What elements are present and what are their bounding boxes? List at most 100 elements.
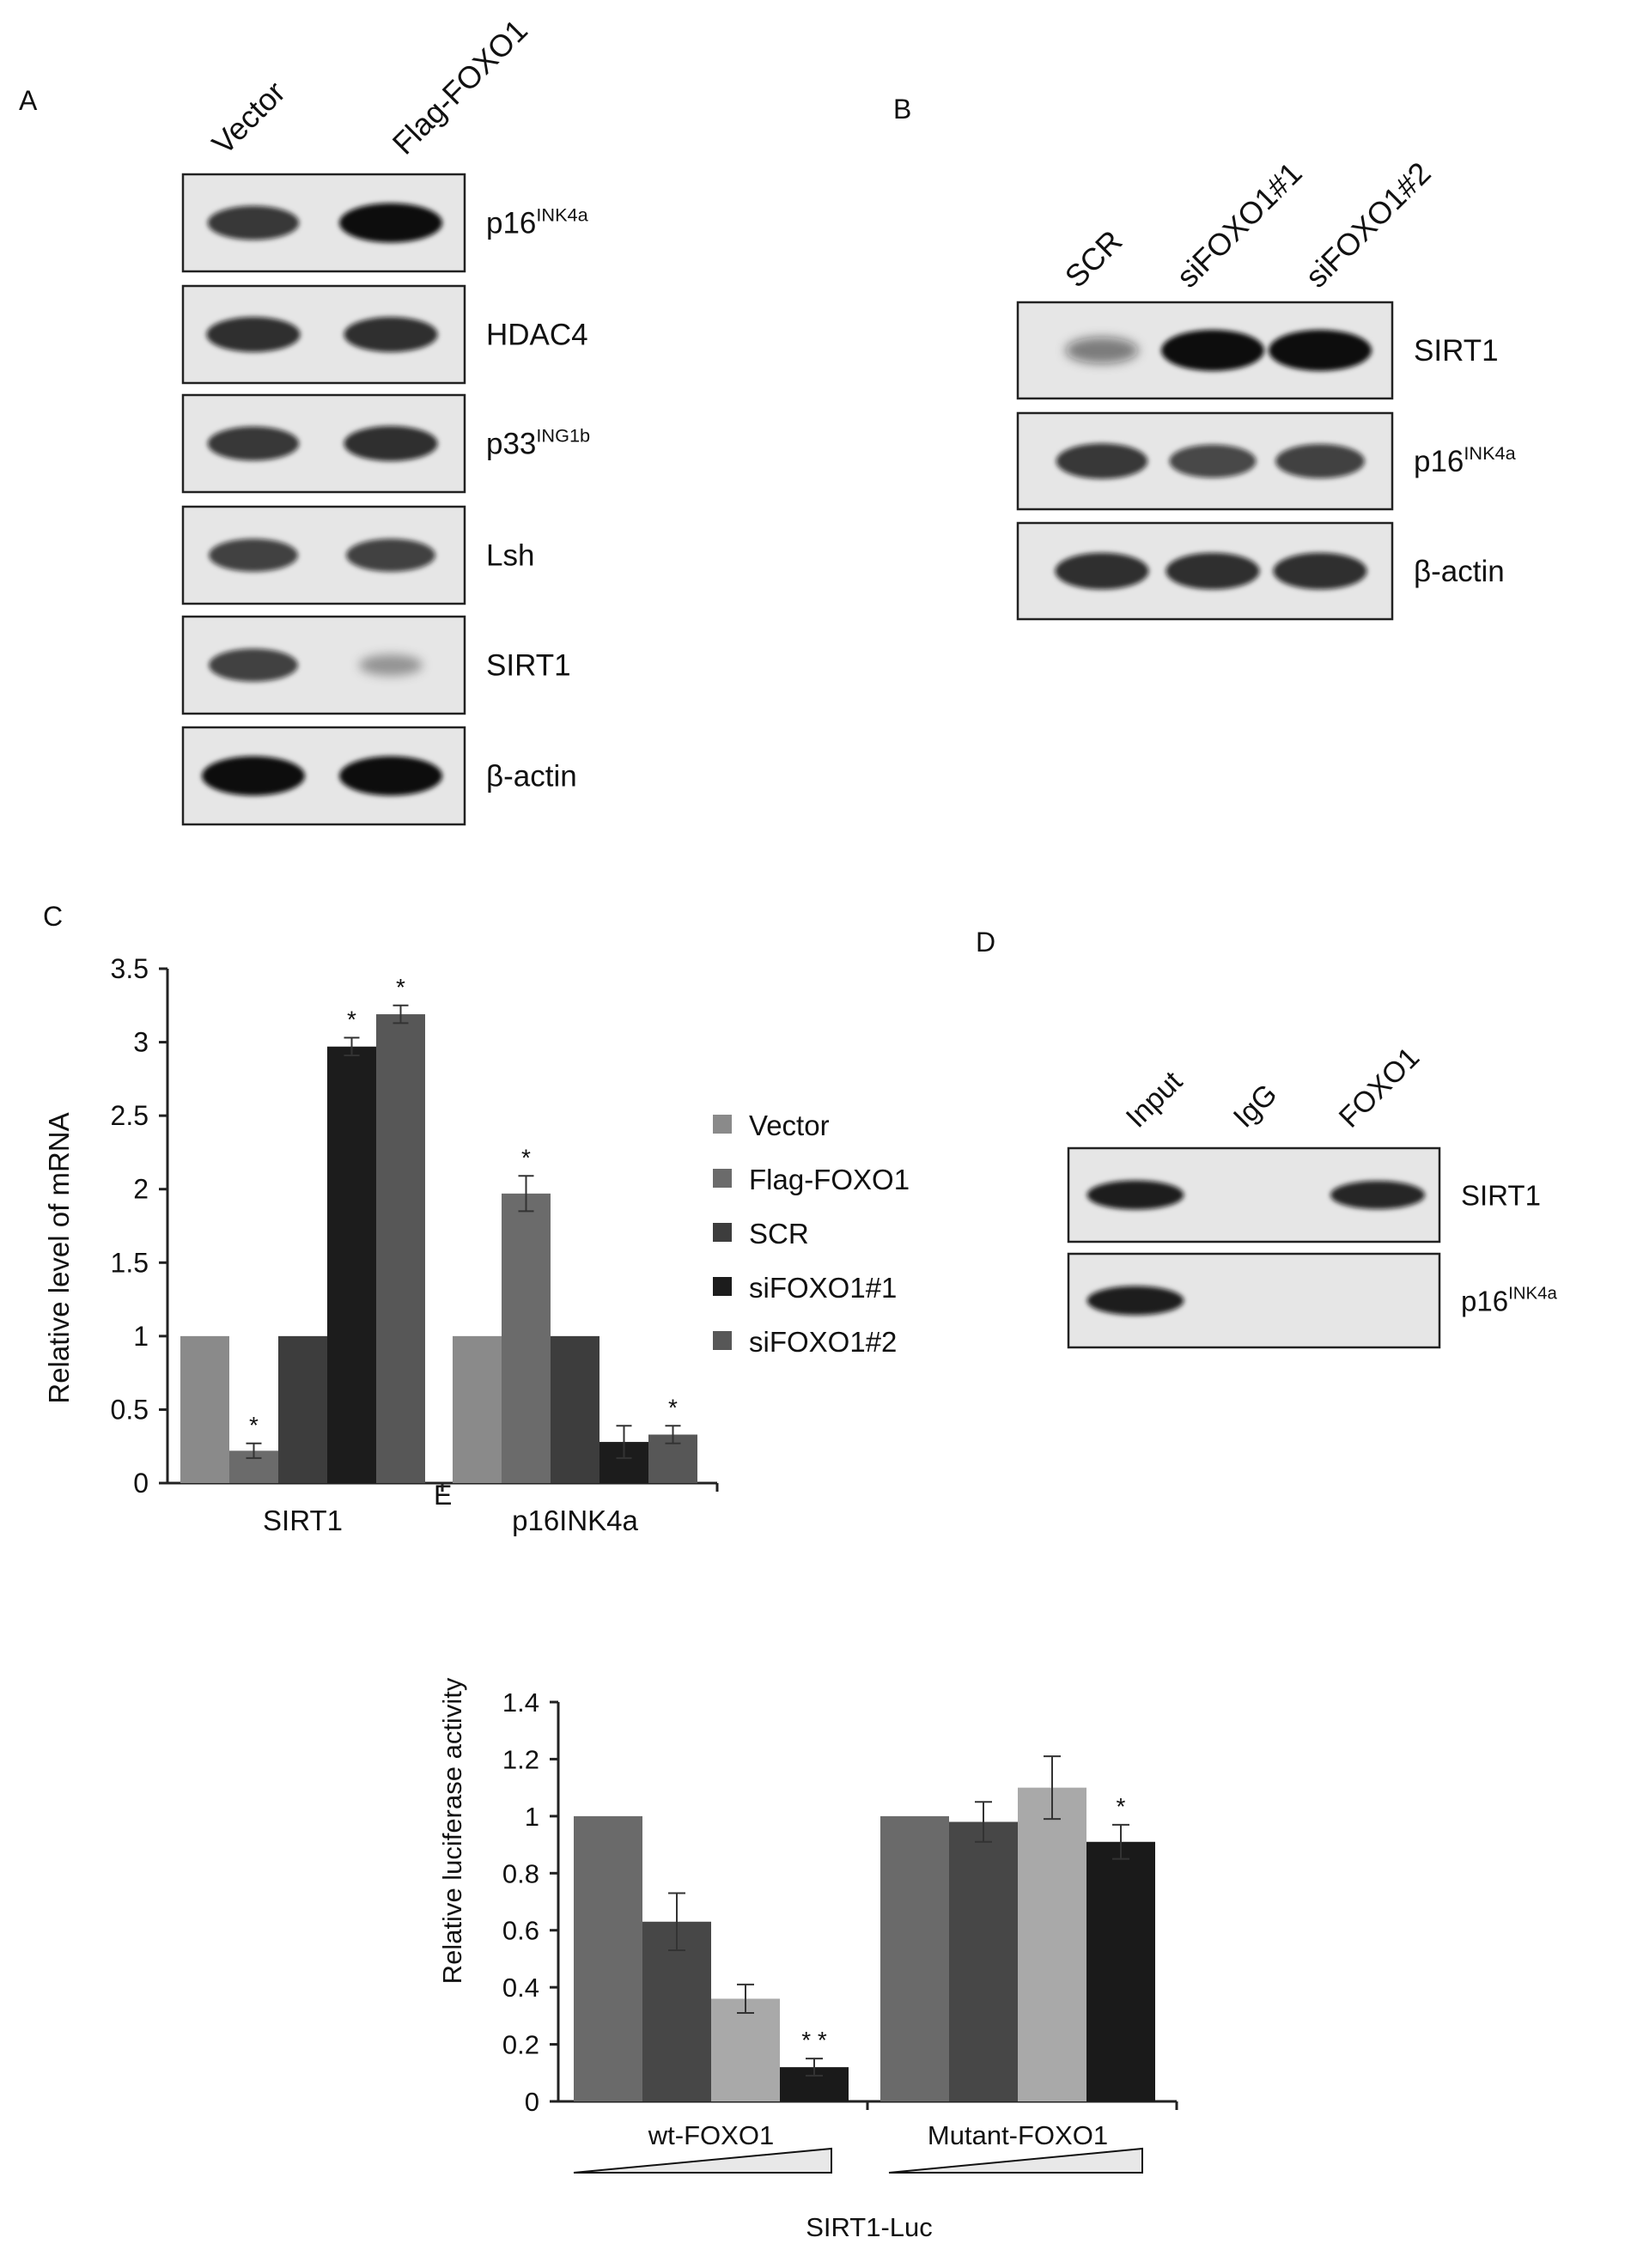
lane-label-sifoxo1-2: siFOXO1#2 — [1299, 155, 1438, 295]
band — [1269, 330, 1372, 371]
lane-label-vector: Vector — [205, 74, 292, 161]
chart-c-legend-flag-foxo1: Flag-FOXO1 — [749, 1164, 910, 1195]
blot-label-sirt1: SIRT1 — [486, 649, 571, 683]
blot-label-p16: p16INK4a — [1461, 1284, 1557, 1317]
chart-c-ytick-label: 3 — [133, 1027, 149, 1058]
band — [344, 317, 438, 352]
panel-letter-d: D — [976, 927, 995, 958]
blot-label-superscript: ING1b — [536, 425, 590, 447]
chart-e-ytick-label: 0 — [525, 2087, 539, 2117]
chart-e-ytick-label: 0.2 — [502, 2030, 539, 2060]
band — [202, 756, 305, 796]
blot-label-superscript: INK4a — [536, 204, 588, 226]
chart-c-significance: * — [521, 1144, 531, 1170]
band — [209, 538, 298, 572]
blot-label-actin: β-actin — [486, 760, 577, 793]
chart-e-ytick-label: 1.2 — [502, 1744, 539, 1774]
band — [1330, 1180, 1426, 1210]
band — [1086, 1286, 1184, 1316]
lane-label-igg: IgG — [1227, 1078, 1284, 1134]
chart-c-significance: * — [396, 974, 405, 1000]
chart-e-significance: * — [1117, 1793, 1126, 1820]
band — [1086, 1180, 1184, 1210]
chart-e-xlabel: SIRT1-Luc — [806, 2212, 933, 2242]
panel-c-bar-chart: Relative level of mRNA 0 0.5 1 1.5 2 2.5 3 3.5 *… — [43, 953, 910, 1536]
band — [339, 203, 442, 243]
blot-label-sirt1: SIRT1 — [1414, 334, 1499, 368]
chart-c-significance: * — [249, 1412, 259, 1438]
chart-c-ytick-label: 0.5 — [111, 1394, 149, 1425]
chart-c-bar-vector-sirt1 — [180, 1335, 229, 1483]
band — [1169, 444, 1257, 478]
band — [358, 654, 423, 676]
chart-e-bar-wt-foxo1-2 — [642, 1921, 711, 2101]
panel-letter-c: C — [43, 901, 63, 932]
chart-c-ytick-label: 3.5 — [111, 953, 149, 984]
band — [207, 426, 300, 461]
blot-label-lsh: Lsh — [486, 539, 534, 573]
panel-letter-e: E — [434, 1480, 452, 1511]
chart-e-bar-wt-foxo1-1 — [574, 1815, 642, 2101]
chart-c-ytick-label: 0 — [133, 1468, 149, 1499]
panel-d-chip-blot: Input IgG FOXO1 SIRT1 p16INK4a — [1067, 1041, 1557, 1349]
chart-e-bar-wt-foxo1-3 — [711, 1998, 780, 2101]
blot-label-p16: p16INK4a — [486, 204, 589, 240]
chart-c-bar-sifoxo1-2-sirt1 — [376, 1014, 425, 1483]
chart-c-legend-swatch — [713, 1277, 732, 1296]
chart-e-ytick-label: 1.4 — [502, 1687, 539, 1718]
chart-e-ytick-label: 0.6 — [502, 1916, 539, 1946]
chart-c-bar-flag-foxo1-p16ink4a — [502, 1193, 551, 1483]
band — [1161, 330, 1264, 371]
blot-label-actin: β-actin — [1414, 555, 1505, 588]
chart-e-dose-wedge-icon — [888, 2147, 1143, 2174]
chart-c-ytick-label: 2 — [133, 1174, 149, 1205]
lane-label-scr: SCR — [1058, 223, 1129, 295]
panel-e-bar-chart: Relative luciferase activity SIRT1-Luc 0… — [437, 1677, 1178, 2242]
band — [209, 648, 298, 682]
band — [1165, 552, 1260, 590]
band — [1275, 443, 1365, 479]
chart-e-bar-mutant-foxo1-3 — [1018, 1787, 1086, 2101]
chart-c-significance: * — [347, 1006, 356, 1032]
chart-c-bar-vector-p16ink4a — [453, 1335, 502, 1483]
band — [206, 317, 301, 352]
chart-c-ytick-label: 1.5 — [111, 1247, 149, 1278]
chart-c-legend-scr: SCR — [749, 1218, 809, 1250]
band — [207, 205, 300, 240]
chart-e-ytick-label: 0.8 — [502, 1858, 539, 1888]
chart-e-category-wt-foxo1: wt-FOXO1 — [648, 2120, 774, 2150]
panel-letter-b: B — [893, 94, 911, 125]
blot-label-p33: p33ING1b — [486, 425, 590, 461]
chart-c-legend-swatch — [713, 1331, 732, 1350]
panel-a-western-blot: Vector Flag-FOXO1 p16INK4a HDAC4 p33ING1b Lsh… — [181, 12, 590, 826]
chart-e-ytick-label: 0.4 — [502, 1973, 539, 2003]
chart-c-significance: * — [668, 1394, 678, 1420]
chart-e-bar-mutant-foxo1-4 — [1086, 1841, 1155, 2101]
chart-c-legend-sifoxo1-1: siFOXO1#1 — [749, 1272, 897, 1304]
chart-e-dose-wedge-icon — [573, 2147, 832, 2174]
band — [1273, 552, 1367, 590]
band — [1056, 443, 1148, 479]
chart-c-legend-swatch — [713, 1169, 732, 1188]
chart-c-legend-sifoxo1-2: siFOXO1#2 — [749, 1326, 897, 1358]
band — [1055, 552, 1149, 590]
chart-c-ytick-label: 1 — [133, 1321, 149, 1352]
chart-c-bar-scr-p16ink4a — [551, 1335, 599, 1483]
chart-c-legend-swatch — [713, 1223, 732, 1242]
blot-label-p16: p16INK4a — [1414, 442, 1517, 478]
chart-c-ytick-label: 2.5 — [111, 1100, 149, 1131]
chart-e-bar-mutant-foxo1-2 — [949, 1821, 1018, 2101]
chart-e-significance: * * — [801, 2027, 827, 2053]
blot-label-superscript: INK4a — [1464, 442, 1516, 464]
chart-c-ylabel: Relative level of mRNA — [43, 1112, 75, 1403]
band — [344, 426, 438, 461]
chart-c-legend-swatch — [713, 1115, 732, 1134]
chart-e-bar-mutant-foxo1-1 — [880, 1815, 949, 2101]
lane-label-input: Input — [1120, 1065, 1190, 1134]
band — [339, 756, 442, 796]
chart-c-legend-vector: Vector — [749, 1110, 830, 1141]
chart-c-category-sirt1: SIRT1 — [263, 1505, 343, 1536]
band — [1065, 337, 1139, 364]
lane-label-sifoxo1-1: siFOXO1#1 — [1170, 155, 1309, 295]
